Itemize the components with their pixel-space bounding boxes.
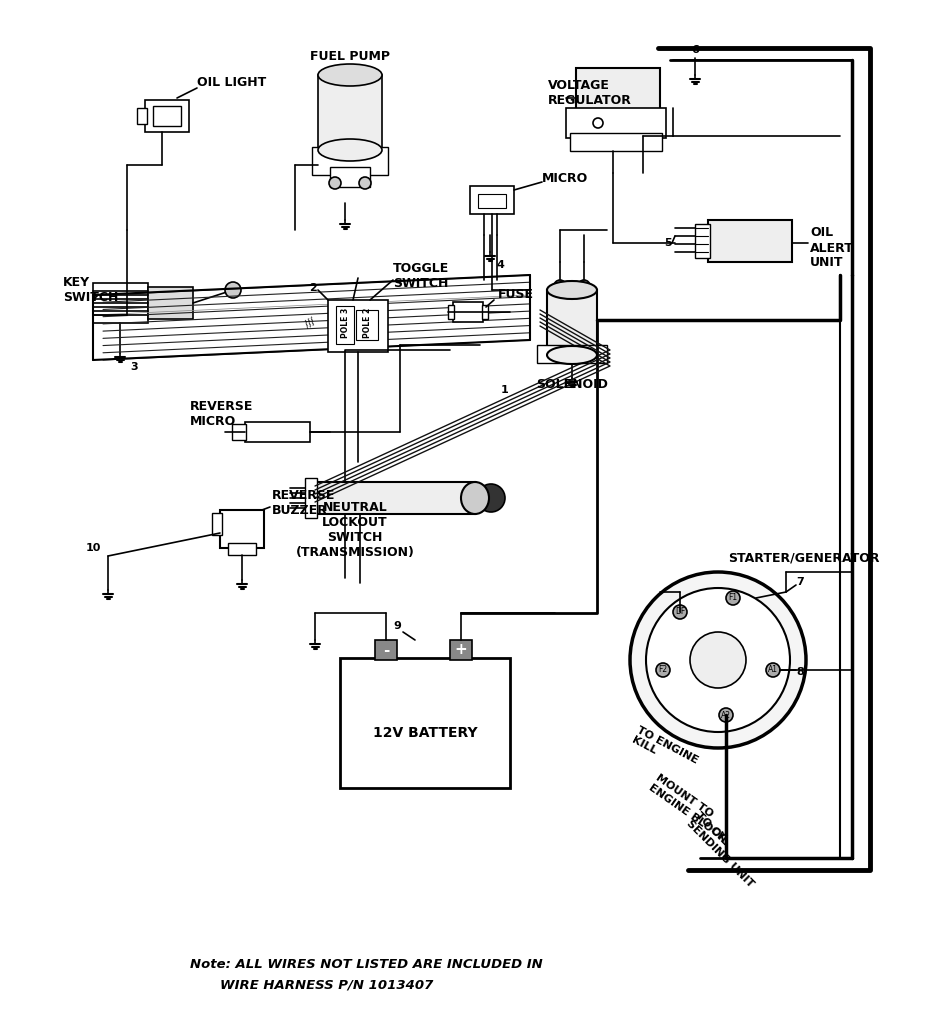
- Text: MICRO: MICRO: [542, 171, 588, 184]
- Bar: [453, 302, 483, 322]
- Bar: [330, 167, 370, 187]
- Circle shape: [359, 177, 371, 189]
- Text: 6: 6: [691, 45, 699, 55]
- Text: STARTER/GENERATOR: STARTER/GENERATOR: [728, 552, 880, 564]
- Text: OIL LIGHT: OIL LIGHT: [197, 76, 266, 88]
- Text: TOGGLE
SWITCH: TOGGLE SWITCH: [393, 262, 449, 290]
- Bar: [547, 290, 597, 355]
- Bar: [312, 147, 388, 175]
- Bar: [482, 305, 488, 319]
- Bar: [537, 345, 607, 362]
- Bar: [328, 300, 388, 352]
- Ellipse shape: [547, 346, 597, 364]
- Bar: [570, 133, 662, 151]
- Text: DF: DF: [675, 607, 685, 616]
- Circle shape: [719, 708, 733, 722]
- Text: MOUNT TO
ENGINE BLOCK: MOUNT TO ENGINE BLOCK: [647, 773, 735, 843]
- Bar: [478, 194, 506, 208]
- Text: FUEL PUMP: FUEL PUMP: [310, 50, 390, 63]
- Text: REVERSE
BUZZER: REVERSE BUZZER: [272, 489, 335, 517]
- Bar: [228, 543, 256, 555]
- Bar: [566, 108, 666, 138]
- Text: 7: 7: [797, 577, 804, 587]
- Bar: [245, 422, 310, 442]
- Bar: [93, 283, 148, 323]
- Circle shape: [690, 632, 746, 688]
- Text: TO ENGINE
KILL: TO ENGINE KILL: [630, 725, 700, 775]
- Bar: [212, 513, 222, 535]
- Circle shape: [329, 177, 341, 189]
- Text: POLE 2: POLE 2: [362, 308, 372, 338]
- Bar: [137, 108, 147, 124]
- Text: F1: F1: [728, 594, 738, 602]
- Text: 10: 10: [85, 543, 101, 553]
- Bar: [220, 510, 264, 548]
- Bar: [148, 287, 193, 319]
- Text: 2: 2: [309, 283, 317, 293]
- Ellipse shape: [318, 63, 382, 86]
- Circle shape: [630, 572, 806, 748]
- Circle shape: [766, 663, 780, 677]
- Bar: [448, 305, 454, 319]
- Bar: [708, 220, 792, 262]
- Bar: [145, 100, 189, 132]
- Text: VOLTAGE
REGULATOR: VOLTAGE REGULATOR: [548, 79, 632, 106]
- Circle shape: [578, 280, 590, 292]
- Text: POLE 3: POLE 3: [341, 308, 349, 338]
- Ellipse shape: [461, 482, 489, 514]
- Ellipse shape: [547, 281, 597, 299]
- Circle shape: [477, 484, 505, 512]
- Text: 1: 1: [501, 385, 509, 395]
- Circle shape: [554, 280, 566, 292]
- Text: NEUTRAL
LOCKOUT
SWITCH
(TRANSMISSION): NEUTRAL LOCKOUT SWITCH (TRANSMISSION): [296, 501, 415, 559]
- Bar: [305, 478, 317, 518]
- Circle shape: [225, 282, 241, 298]
- Circle shape: [656, 663, 670, 677]
- Text: Note: ALL WIRES NOT LISTED ARE INCLUDED IN: Note: ALL WIRES NOT LISTED ARE INCLUDED …: [190, 958, 543, 972]
- Text: 8: 8: [797, 667, 804, 677]
- Text: SOLENOID: SOLENOID: [536, 379, 608, 391]
- Text: A1: A1: [768, 666, 778, 675]
- Circle shape: [726, 591, 740, 605]
- Bar: [375, 640, 397, 660]
- Circle shape: [593, 118, 603, 128]
- Text: 12V BATTERY: 12V BATTERY: [373, 726, 477, 740]
- Bar: [232, 424, 246, 440]
- Text: F2: F2: [658, 666, 667, 675]
- Bar: [695, 224, 710, 258]
- Text: +: +: [455, 642, 467, 657]
- Text: 5: 5: [665, 238, 672, 248]
- Text: TO OIL
SENDING UNIT: TO OIL SENDING UNIT: [685, 810, 764, 890]
- Bar: [576, 68, 660, 136]
- Bar: [336, 306, 354, 344]
- Bar: [153, 106, 181, 126]
- Text: A2: A2: [721, 711, 731, 720]
- Bar: [315, 482, 475, 514]
- Bar: [340, 658, 510, 788]
- Text: 3: 3: [130, 362, 138, 372]
- Text: REVERSE
MICRO: REVERSE MICRO: [190, 400, 254, 428]
- Circle shape: [646, 588, 790, 732]
- Ellipse shape: [318, 139, 382, 161]
- Text: WIRE HARNESS P/N 1013407: WIRE HARNESS P/N 1013407: [220, 979, 433, 991]
- Text: -: -: [383, 642, 389, 657]
- Text: FUSE: FUSE: [498, 288, 534, 300]
- Bar: [470, 186, 514, 214]
- Circle shape: [673, 605, 687, 618]
- Bar: [318, 75, 382, 150]
- Text: 4: 4: [496, 260, 504, 270]
- Bar: [356, 310, 378, 340]
- Bar: [450, 640, 472, 660]
- Text: ///: ///: [303, 316, 316, 330]
- Text: KEY
SWITCH: KEY SWITCH: [63, 276, 118, 304]
- Text: 9: 9: [393, 621, 401, 631]
- Text: OIL
ALERT
UNIT: OIL ALERT UNIT: [810, 226, 854, 269]
